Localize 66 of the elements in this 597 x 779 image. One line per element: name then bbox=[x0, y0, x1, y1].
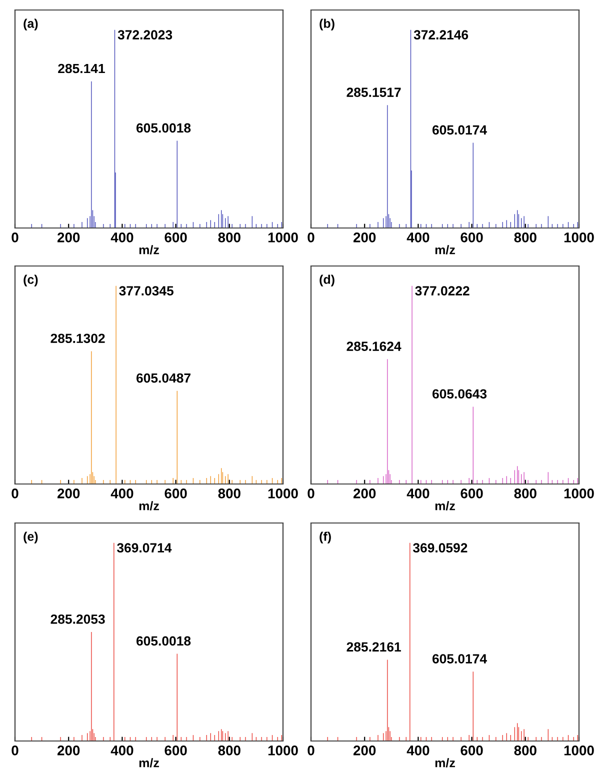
chart-title: (d) bbox=[320, 274, 334, 286]
annotation: 605.0018 bbox=[136, 636, 191, 646]
annotation: 605.0018 bbox=[136, 123, 191, 133]
x-axis-title: m/z bbox=[435, 245, 455, 254]
annotation: 369.0592 bbox=[412, 543, 468, 553]
x-tick-label: 800 bbox=[218, 746, 240, 756]
x-tick-label: 400 bbox=[406, 232, 430, 242]
x-tick-label: 600 bbox=[460, 232, 483, 242]
x-tick-label: 400 bbox=[406, 488, 430, 498]
annotation: 285.1624 bbox=[346, 342, 402, 351]
x-axis-title: m/z bbox=[435, 758, 455, 768]
x-tick-label: 0 bbox=[12, 488, 18, 498]
x-tick-label: 600 bbox=[164, 488, 187, 498]
chart-title: (b) bbox=[320, 18, 334, 30]
annotation: 285.2053 bbox=[50, 614, 105, 624]
x-tick-label: 200 bbox=[353, 232, 376, 242]
x-tick-label: 0 bbox=[308, 232, 314, 242]
x-tick-label: 800 bbox=[218, 232, 240, 242]
x-tick-label: 200 bbox=[353, 746, 376, 756]
x-tick-label: 1000 bbox=[268, 488, 298, 498]
x-tick-label: 1000 bbox=[564, 488, 594, 498]
annotation: 285.1517 bbox=[346, 88, 401, 97]
x-tick-label: 600 bbox=[460, 746, 483, 756]
x-tick-label: 600 bbox=[164, 232, 187, 242]
x-tick-label: 800 bbox=[218, 488, 240, 498]
chart-title: (a) bbox=[24, 18, 38, 30]
x-tick-label: 400 bbox=[406, 746, 430, 756]
chart-title: (c) bbox=[24, 274, 38, 286]
chart-title: (f) bbox=[320, 532, 331, 544]
x-axis-title: m/z bbox=[139, 758, 159, 768]
x-tick-label: 1000 bbox=[268, 232, 298, 242]
annotation: 372.2146 bbox=[414, 30, 468, 40]
x-tick-label: 800 bbox=[514, 232, 536, 242]
x-tick-label: 200 bbox=[57, 488, 80, 498]
x-tick-label: 800 bbox=[514, 488, 536, 498]
x-tick-label: 200 bbox=[57, 232, 80, 242]
x-tick-label: 400 bbox=[110, 746, 134, 756]
x-tick-label: 200 bbox=[57, 746, 80, 756]
x-tick-label: 0 bbox=[12, 746, 18, 756]
annotation: 285.141 bbox=[58, 64, 105, 74]
annotation: 285.1302 bbox=[50, 334, 105, 344]
x-axis-title: m/z bbox=[435, 501, 455, 510]
annotation: 605.0643 bbox=[432, 389, 487, 399]
x-tick-label: 600 bbox=[460, 488, 483, 498]
x-tick-label: 400 bbox=[110, 232, 134, 242]
x-tick-label: 1000 bbox=[268, 746, 298, 756]
x-tick-label: 0 bbox=[12, 232, 18, 242]
annotation: 377.0222 bbox=[415, 286, 470, 296]
annotation: 377.0345 bbox=[119, 286, 174, 296]
x-tick-label: 1000 bbox=[564, 232, 594, 242]
x-tick-label: 800 bbox=[514, 746, 536, 756]
annotation: 605.0487 bbox=[136, 373, 190, 383]
x-tick-label: 200 bbox=[353, 488, 376, 498]
x-tick-label: 0 bbox=[308, 746, 314, 756]
annotation: 605.0174 bbox=[432, 125, 487, 135]
x-tick-label: 1000 bbox=[564, 746, 594, 756]
chart-title: (e) bbox=[24, 532, 38, 544]
x-axis-title: m/z bbox=[139, 501, 159, 510]
x-tick-label: 400 bbox=[110, 488, 134, 498]
x-tick-label: 600 bbox=[164, 746, 187, 756]
annotation: 372.2023 bbox=[118, 30, 172, 40]
annotation: 285.2161 bbox=[346, 642, 401, 652]
x-axis-title: m/z bbox=[139, 245, 159, 254]
x-tick-label: 0 bbox=[308, 488, 314, 498]
annotation: 605.0174 bbox=[432, 654, 487, 664]
annotation: 369.0714 bbox=[116, 543, 172, 553]
